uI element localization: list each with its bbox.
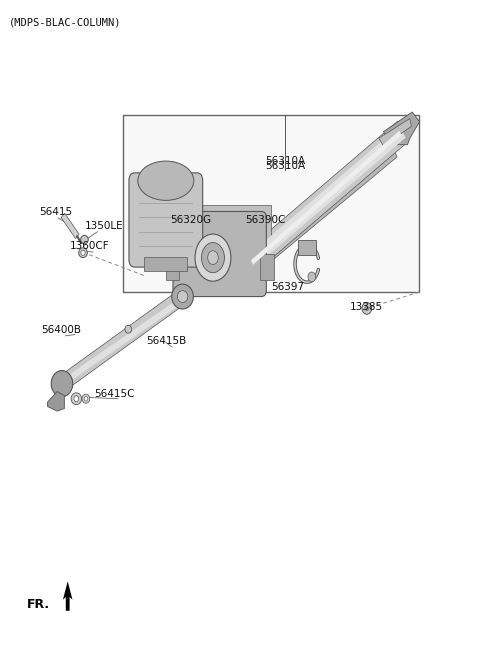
Ellipse shape — [71, 393, 82, 405]
Ellipse shape — [362, 302, 372, 314]
Polygon shape — [63, 581, 72, 611]
Ellipse shape — [195, 234, 231, 281]
Ellipse shape — [208, 251, 218, 264]
Polygon shape — [59, 289, 185, 391]
Bar — [144, 256, 187, 271]
Polygon shape — [245, 121, 408, 273]
Polygon shape — [61, 213, 79, 239]
Text: 56415C: 56415C — [94, 389, 134, 399]
Bar — [299, 240, 316, 255]
Text: 56415B: 56415B — [147, 337, 187, 346]
Bar — [260, 254, 274, 280]
Ellipse shape — [365, 306, 369, 311]
Ellipse shape — [79, 248, 87, 258]
Ellipse shape — [84, 396, 87, 401]
Ellipse shape — [74, 396, 79, 401]
Text: 56310A: 56310A — [265, 161, 306, 171]
Ellipse shape — [51, 371, 73, 397]
Bar — [166, 254, 179, 280]
Text: 56310A: 56310A — [265, 156, 306, 167]
Ellipse shape — [81, 236, 88, 244]
Polygon shape — [384, 112, 420, 145]
Text: 56415: 56415 — [39, 207, 72, 216]
Ellipse shape — [82, 394, 90, 403]
Polygon shape — [63, 296, 185, 384]
Ellipse shape — [138, 161, 194, 200]
FancyBboxPatch shape — [173, 211, 266, 297]
Polygon shape — [231, 139, 397, 288]
Text: 13385: 13385 — [350, 302, 383, 312]
Text: FR.: FR. — [27, 598, 50, 611]
Text: 56400B: 56400B — [41, 325, 82, 335]
Polygon shape — [48, 392, 64, 411]
Text: (MDPS-BLAC-COLUMN): (MDPS-BLAC-COLUMN) — [9, 18, 122, 28]
Ellipse shape — [125, 325, 132, 333]
Text: 1360CF: 1360CF — [70, 241, 110, 251]
Ellipse shape — [177, 291, 188, 302]
Text: 56320G: 56320G — [170, 215, 212, 224]
Polygon shape — [379, 119, 411, 146]
Polygon shape — [247, 125, 406, 269]
Bar — [123, 115, 420, 292]
Text: 1350LE: 1350LE — [84, 221, 123, 231]
FancyBboxPatch shape — [129, 173, 203, 267]
Polygon shape — [251, 131, 401, 265]
Ellipse shape — [81, 250, 85, 255]
Text: 56390C: 56390C — [245, 215, 285, 224]
Ellipse shape — [308, 272, 316, 282]
Ellipse shape — [172, 284, 193, 309]
Ellipse shape — [202, 243, 225, 273]
Polygon shape — [168, 205, 271, 239]
Text: 56397: 56397 — [271, 282, 304, 292]
